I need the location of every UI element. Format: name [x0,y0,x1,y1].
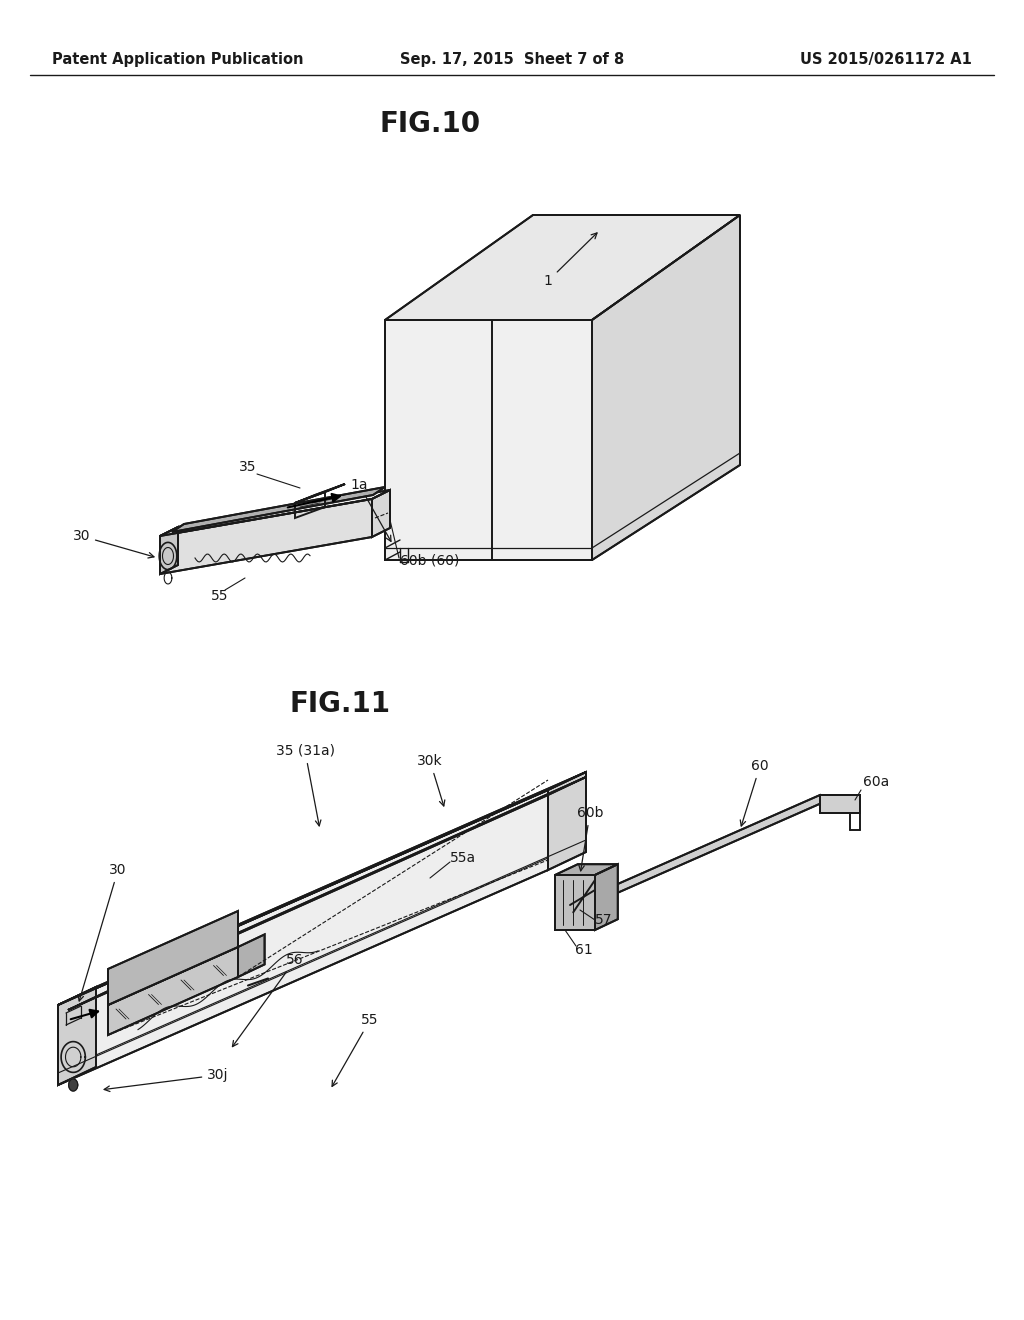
Text: 1: 1 [544,232,597,288]
Text: 30: 30 [73,529,154,558]
Text: 61: 61 [575,942,593,957]
Text: 55: 55 [211,589,228,603]
Polygon shape [69,1078,78,1092]
Text: 55a: 55a [450,851,476,865]
Polygon shape [372,490,390,537]
Polygon shape [555,865,617,875]
Text: FIG.11: FIG.11 [290,690,390,718]
Text: 30k: 30k [417,754,444,807]
Text: 35 (31a): 35 (31a) [275,744,335,826]
Polygon shape [58,987,96,1085]
Text: 1a: 1a [350,478,391,541]
Text: 60a: 60a [863,775,889,789]
Text: 57: 57 [595,913,612,927]
Text: Sep. 17, 2015  Sheet 7 of 8: Sep. 17, 2015 Sheet 7 of 8 [400,51,624,67]
Text: Patent Application Publication: Patent Application Publication [52,51,303,67]
Text: 60b (60): 60b (60) [400,553,460,568]
Polygon shape [68,777,586,1010]
Polygon shape [385,319,592,560]
Polygon shape [58,772,586,1005]
Text: FIG.10: FIG.10 [380,110,480,139]
Text: US 2015/0261172 A1: US 2015/0261172 A1 [800,51,972,67]
Text: 56: 56 [232,953,304,1047]
Text: 30j: 30j [104,1068,228,1092]
Text: 60b: 60b [577,807,603,871]
Polygon shape [238,935,264,977]
Polygon shape [58,789,548,1085]
Polygon shape [555,875,595,931]
Text: 60: 60 [740,759,769,826]
Text: 30: 30 [78,863,127,1001]
Polygon shape [160,499,372,574]
Polygon shape [172,487,385,532]
Polygon shape [160,527,178,574]
Polygon shape [820,795,860,813]
Polygon shape [295,484,345,503]
Polygon shape [160,490,390,536]
Polygon shape [108,946,238,1035]
Polygon shape [548,772,586,870]
Polygon shape [108,911,238,1005]
Polygon shape [592,215,740,560]
Text: 55: 55 [332,1012,379,1086]
Polygon shape [385,215,740,319]
Polygon shape [595,865,617,931]
Polygon shape [570,795,823,912]
Text: 35: 35 [240,459,257,474]
